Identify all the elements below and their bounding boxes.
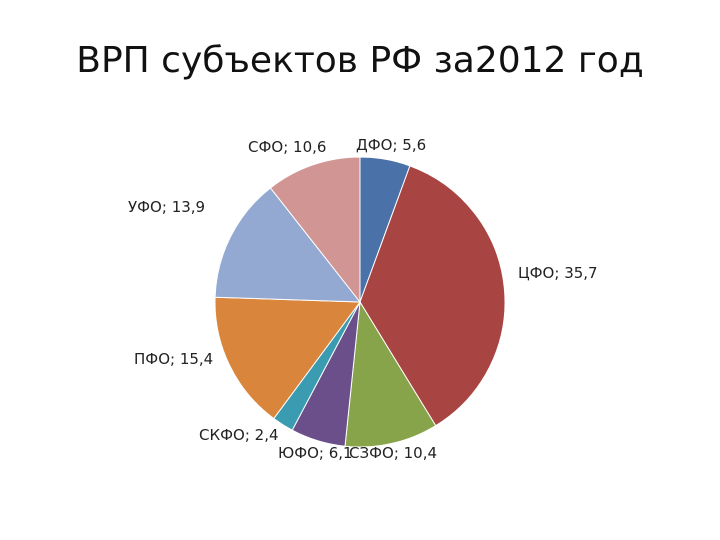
slice-label: ЦФО; 35,7: [518, 264, 598, 282]
label-separator: ;: [245, 426, 255, 444]
label-separator: ;: [392, 136, 402, 154]
label-category: УФО: [128, 198, 162, 216]
slice-label: СЗФО; 10,4: [349, 444, 437, 462]
label-value: 2,4: [255, 426, 279, 444]
label-category: СКФО: [199, 426, 245, 444]
label-separator: ;: [394, 444, 404, 462]
label-separator: ;: [170, 350, 180, 368]
label-value: 13,9: [172, 198, 205, 216]
label-category: СФО: [248, 138, 283, 156]
pie-slice: [214, 187, 362, 303]
label-value: 10,4: [404, 444, 437, 462]
chart-title: ВРП субъектов РФ за2012 год: [76, 40, 643, 81]
pie-slice: [269, 156, 361, 304]
label-category: ДФО: [356, 136, 392, 154]
slice-label: СКФО; 2,4: [199, 426, 279, 444]
label-value: 10,6: [293, 138, 326, 156]
label-separator: ;: [162, 198, 172, 216]
label-category: ПФО: [134, 350, 170, 368]
label-category: СЗФО: [349, 444, 394, 462]
slice-label: СФО; 10,6: [248, 138, 326, 156]
label-value: 5,6: [402, 136, 426, 154]
label-category: ЦФО: [518, 264, 554, 282]
slice-label: ЮФО; 6,1: [278, 444, 353, 462]
slice-label: УФО; 13,9: [128, 198, 205, 216]
label-category: ЮФО: [278, 444, 319, 462]
pie-slice: [344, 300, 437, 448]
label-separator: ;: [554, 264, 564, 282]
label-separator: ;: [319, 444, 329, 462]
label-value: 15,4: [180, 350, 213, 368]
label-value: 35,7: [564, 264, 597, 282]
label-separator: ;: [283, 138, 293, 156]
slice-label: ДФО; 5,6: [356, 136, 426, 154]
label-value: 6,1: [329, 444, 353, 462]
slice-label: ПФО; 15,4: [134, 350, 213, 368]
pie-slice: [214, 296, 361, 420]
